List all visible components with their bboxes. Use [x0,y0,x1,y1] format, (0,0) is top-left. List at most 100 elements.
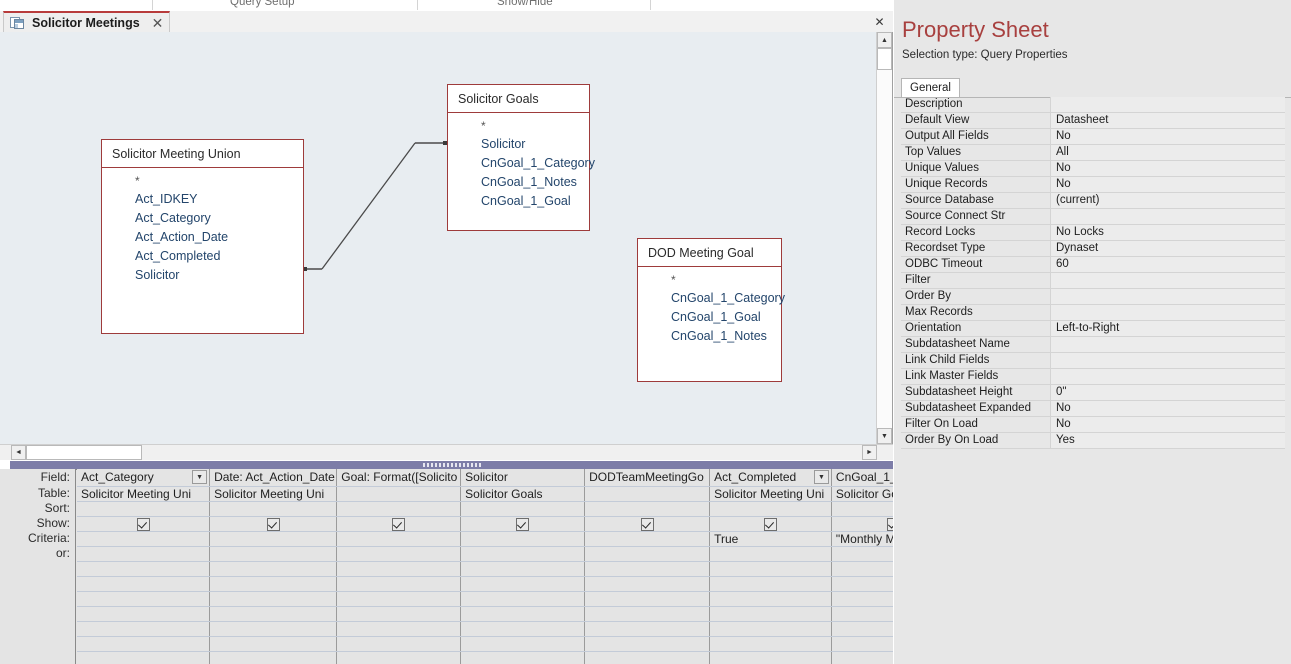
property-value[interactable] [1051,337,1285,352]
diagram-field-item[interactable]: CnGoal_1_Category [671,291,785,305]
property-value[interactable]: Dynaset [1051,241,1285,256]
property-value[interactable] [1051,97,1285,112]
grid-blank-cell[interactable] [584,606,711,622]
grid-cell-field[interactable]: CnGoal_1_Category▼ [831,469,893,487]
grid-blank-cell[interactable] [77,561,211,577]
grid-columns-area[interactable]: Act_Category ▼ Date: Act_Action_Date Goal: … [77,469,893,664]
property-row[interactable]: Unique Records No [901,177,1285,193]
property-value[interactable]: 0" [1051,385,1285,400]
grid-cell-or[interactable] [831,546,893,562]
property-value[interactable] [1051,353,1285,368]
grid-cell-criteria[interactable] [209,531,338,547]
diagram-table-title[interactable]: Solicitor Meeting Union [102,140,303,168]
property-value[interactable]: No [1051,161,1285,176]
grid-cell-or[interactable] [584,546,711,562]
diagram-field-all[interactable]: * [671,273,676,287]
grid-cell-criteria[interactable]: "Monthly Meeting Go [831,531,893,547]
diagram-table-box[interactable]: Solicitor Meeting Union * Act_IDKEY Act_Cat… [101,139,304,334]
grid-cell-criteria[interactable] [460,531,586,547]
grid-blank-cell[interactable] [584,576,711,592]
diagram-horizontal-scrollbar[interactable]: ◄ ► [0,444,893,460]
grid-cell-field[interactable]: Act_Category ▼ [77,469,211,487]
diagram-table-title[interactable]: Solicitor Goals [448,85,589,113]
grid-blank-cell[interactable] [584,651,711,664]
diagram-table-title[interactable]: DOD Meeting Goal [638,239,781,267]
grid-cell-or[interactable] [709,546,832,562]
grid-blank-cell[interactable] [709,651,832,664]
property-value[interactable]: 60 [1051,257,1285,272]
grid-blank-cell[interactable] [209,561,338,577]
grid-cell-table[interactable] [584,486,711,502]
grid-cell-field[interactable]: Goal: Format([Solicito [336,469,462,487]
grid-cell-table[interactable]: Solicitor Meeting Uni [209,486,338,502]
grid-blank-cell[interactable] [209,576,338,592]
property-row[interactable]: Link Master Fields [901,369,1285,385]
grid-blank-cell[interactable] [460,606,586,622]
grid-blank-cell[interactable] [709,561,832,577]
vertical-scroll-track[interactable] [877,70,892,428]
pane-splitter[interactable] [10,461,893,469]
grid-show-checkbox-cell[interactable] [336,516,462,532]
grid-blank-cell[interactable] [336,606,462,622]
show-checkbox[interactable] [266,517,280,531]
grid-blank-cell[interactable] [336,621,462,637]
grid-blank-cell[interactable] [77,651,211,664]
property-row[interactable]: Order By [901,289,1285,305]
property-row[interactable]: Filter On Load No [901,417,1285,433]
grid-cell-sort[interactable] [831,501,893,517]
diagram-field-item[interactable]: CnGoal_1_Notes [671,329,767,343]
show-checkbox[interactable] [640,517,654,531]
grid-blank-cell[interactable] [460,651,586,664]
show-checkbox[interactable] [764,517,778,531]
show-checkbox[interactable] [516,517,530,531]
grid-show-checkbox-cell[interactable] [209,516,338,532]
property-row[interactable]: Unique Values No [901,161,1285,177]
grid-cell-criteria[interactable] [77,531,211,547]
diagram-table-box[interactable]: Solicitor Goals * Solicitor CnGoal_1_Catego… [447,84,595,231]
scroll-up-button[interactable]: ▲ [877,32,892,48]
grid-blank-cell[interactable] [209,621,338,637]
grid-blank-cell[interactable] [209,636,338,652]
grid-cell-table[interactable]: Solicitor Meeting Uni [77,486,211,502]
diagram-field-item[interactable]: CnGoal_1_Goal [671,310,761,324]
grid-blank-cell[interactable] [831,651,893,664]
grid-cell-table[interactable]: Solicitor Meeting Uni [709,486,832,502]
scroll-right-button[interactable]: ► [862,445,877,460]
diagram-field-all[interactable]: * [135,174,140,188]
grid-cell-field[interactable]: Date: Act_Action_Date [209,469,338,487]
scroll-down-button[interactable]: ▼ [877,428,892,444]
grid-blank-cell[interactable] [336,591,462,607]
tab-general[interactable]: General [901,78,960,97]
grid-blank-cell[interactable] [77,606,211,622]
grid-blank-cell[interactable] [831,576,893,592]
grid-blank-cell[interactable] [77,621,211,637]
grid-blank-cell[interactable] [460,576,586,592]
grid-show-checkbox-cell[interactable] [460,516,586,532]
property-row[interactable]: Source Database (current) [901,193,1285,209]
grid-cell-table[interactable]: Solicitor Goals [831,486,893,502]
close-icon[interactable]: ✕ [151,14,164,31]
grid-blank-cell[interactable] [460,561,586,577]
grid-blank-cell[interactable] [336,561,462,577]
diagram-field-item[interactable]: CnGoal_1_Goal [481,194,571,208]
grid-cell-or[interactable] [336,546,462,562]
grid-cell-sort[interactable] [336,501,462,517]
grid-cell-sort[interactable] [209,501,338,517]
grid-cell-or[interactable] [460,546,586,562]
property-row[interactable]: Source Connect Str [901,209,1285,225]
property-row[interactable]: Subdatasheet Name [901,337,1285,353]
property-value[interactable]: Datasheet [1051,113,1285,128]
property-value[interactable]: Yes [1051,433,1285,448]
diagram-field-item[interactable]: Act_Category [135,211,211,225]
chevron-down-icon[interactable]: ▼ [192,470,208,484]
grid-blank-cell[interactable] [831,561,893,577]
grid-blank-cell[interactable] [336,576,462,592]
grid-blank-cell[interactable] [336,651,462,664]
diagram-vertical-scrollbar[interactable]: ▲ ▼ [876,32,892,444]
grid-blank-cell[interactable] [709,636,832,652]
grid-cell-criteria[interactable] [584,531,711,547]
grid-show-checkbox-cell[interactable] [77,516,211,532]
grid-blank-cell[interactable] [584,621,711,637]
diagram-table-box[interactable]: DOD Meeting Goal * CnGoal_1_Category CnGoal… [637,238,785,382]
grid-blank-cell[interactable] [584,636,711,652]
